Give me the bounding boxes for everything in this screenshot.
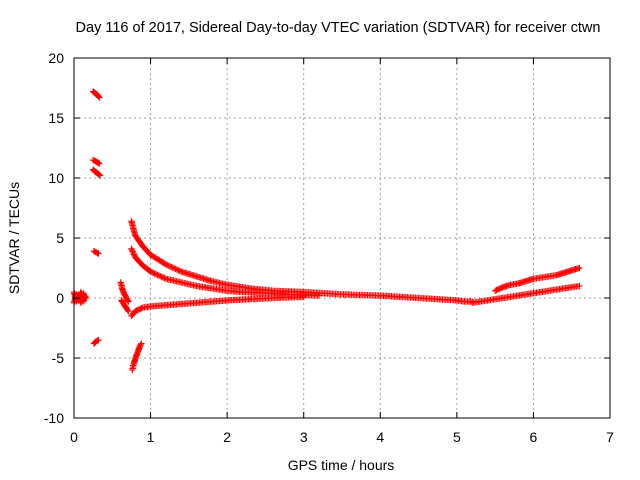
- series-arc-spike-10: [89, 166, 104, 179]
- data-point: [96, 160, 103, 167]
- y-axis-ticks: -10 -5 0 5 10 15 20: [44, 50, 610, 426]
- y-tick-label: 5: [56, 230, 64, 246]
- data-point: [161, 260, 168, 267]
- data-point: [130, 251, 138, 258]
- data-point: [168, 263, 175, 271]
- x-tick-label: 6: [530, 429, 538, 445]
- series-arc-late-upper: [491, 264, 583, 294]
- x-axis-label: GPS time / hours: [288, 457, 395, 473]
- data-point: [157, 273, 164, 280]
- data-point: [300, 293, 307, 300]
- data-point: [129, 248, 136, 255]
- data-marks: [70, 88, 583, 374]
- x-tick-label: 7: [606, 429, 614, 445]
- y-tick-label: 20: [48, 50, 64, 66]
- data-point: [173, 266, 181, 273]
- data-point: [169, 264, 176, 271]
- x-tick-label: 4: [376, 429, 384, 445]
- data-point: [124, 306, 131, 314]
- data-point: [95, 250, 102, 257]
- series-arc-neg-rising: [129, 340, 145, 374]
- y-tick-label: -5: [52, 350, 65, 366]
- series-arc-late-lower: [469, 282, 583, 306]
- data-point: [96, 172, 104, 179]
- x-tick-label: 1: [147, 429, 155, 445]
- data-point: [147, 268, 154, 275]
- series-arc-short-0p7b: [118, 297, 132, 315]
- data-point: [150, 269, 157, 277]
- data-point: [128, 245, 135, 252]
- data-point: [158, 273, 165, 280]
- data-point: [152, 271, 160, 278]
- data-point: [130, 249, 137, 257]
- x-tick-label: 3: [300, 429, 308, 445]
- data-point: [154, 271, 161, 279]
- data-point: [95, 336, 102, 344]
- data-point: [96, 94, 103, 101]
- data-point: [171, 265, 178, 272]
- data-point: [315, 292, 323, 299]
- data-point: [125, 298, 132, 305]
- data-point: [95, 159, 102, 167]
- series-arc-lower-rising: [128, 293, 307, 320]
- data-point: [576, 264, 583, 272]
- chart-title: Day 116 of 2017, Sidereal Day-to-day VTE…: [76, 20, 601, 36]
- data-point: [162, 261, 170, 268]
- y-tick-label: 0: [56, 290, 64, 306]
- series-arc-spike-11: [89, 156, 103, 167]
- data-point: [137, 341, 144, 348]
- series-arc-spike-4: [90, 248, 102, 257]
- data-point: [161, 274, 168, 282]
- y-tick-label: -10: [44, 410, 64, 426]
- data-point: [576, 282, 583, 290]
- data-point: [124, 297, 131, 304]
- data-point: [95, 93, 102, 100]
- data-point: [165, 262, 172, 269]
- data-point: [172, 265, 179, 273]
- series-arc-baseline-2: [70, 288, 89, 306]
- x-tick-label: 2: [223, 429, 231, 445]
- grid: [74, 58, 610, 418]
- data-point: [138, 340, 145, 347]
- series-arc-spike-17: [89, 88, 103, 101]
- y-tick-label: 10: [48, 170, 64, 186]
- data-point: [164, 261, 171, 269]
- data-point: [128, 247, 136, 254]
- data-point: [176, 267, 183, 275]
- y-axis-label: SDTVAR / TECUs: [6, 182, 22, 294]
- x-tick-label: 5: [453, 429, 461, 445]
- y-tick-label: 15: [48, 110, 64, 126]
- data-point: [94, 337, 101, 344]
- data-point: [125, 308, 132, 315]
- data-point: [94, 249, 101, 257]
- x-tick-label: 0: [70, 429, 78, 445]
- data-point: [166, 263, 174, 270]
- data-point: [81, 294, 89, 302]
- data-point: [155, 272, 163, 279]
- series-arc-spike-neg4: [90, 336, 102, 347]
- data-point: [151, 270, 158, 277]
- data-point: [138, 305, 145, 312]
- data-point: [159, 274, 167, 281]
- data-point: [96, 171, 103, 178]
- data-point: [82, 293, 89, 300]
- x-axis-ticks: 0 1 2 3 4 5 6 7: [70, 58, 614, 445]
- series-arc-short-0p7: [117, 279, 132, 305]
- data-point: [175, 267, 182, 274]
- data-point: [148, 269, 156, 276]
